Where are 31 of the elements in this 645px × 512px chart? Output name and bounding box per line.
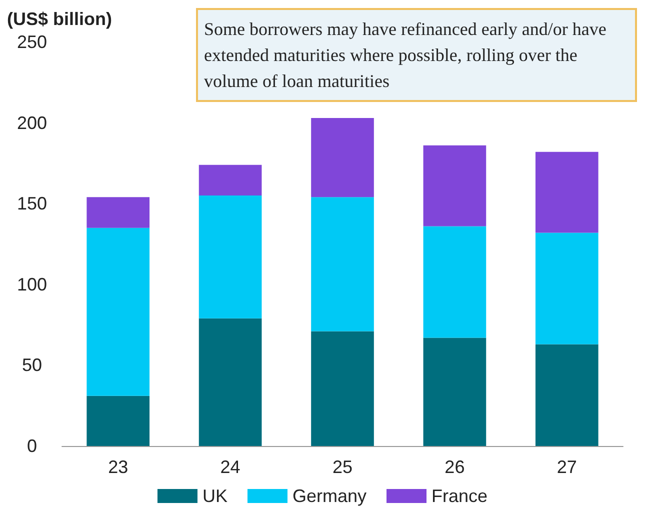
y-tick-label: 100 [16, 274, 48, 294]
legend-label: UK [202, 486, 228, 506]
x-tick-label: 26 [444, 457, 465, 477]
bar [311, 331, 374, 446]
bar [198, 318, 262, 446]
bar [198, 196, 262, 318]
bar [86, 396, 150, 446]
y-tick-label: 200 [16, 112, 48, 133]
legend-label: France [432, 486, 488, 506]
annotation: Some borrowers may have refinanced early and/or have extended maturities where possible, rolling over the volume of loan maturities [204, 19, 611, 91]
bar [311, 197, 374, 332]
bar [535, 152, 598, 233]
x-tick-label: 23 [108, 457, 128, 477]
bar [423, 145, 486, 226]
y-tick-label: 250 [16, 32, 48, 52]
bar [86, 228, 150, 396]
bar [423, 338, 486, 446]
x-tick-label: 24 [220, 457, 240, 477]
bar [311, 118, 374, 198]
x-tick-label: 27 [556, 457, 577, 477]
legend-label: Germany [292, 486, 367, 506]
bar [423, 226, 486, 338]
bar [86, 197, 150, 228]
bar [535, 344, 598, 446]
y-tick-label: 50 [22, 355, 42, 376]
x-tick-label: 25 [332, 457, 353, 477]
bar [535, 232, 598, 344]
bar [198, 164, 262, 196]
y-tick-label: 0 [26, 436, 38, 456]
y-axis-title: (US$ billion) [7, 9, 112, 29]
y-tick-label: 150 [16, 194, 48, 214]
